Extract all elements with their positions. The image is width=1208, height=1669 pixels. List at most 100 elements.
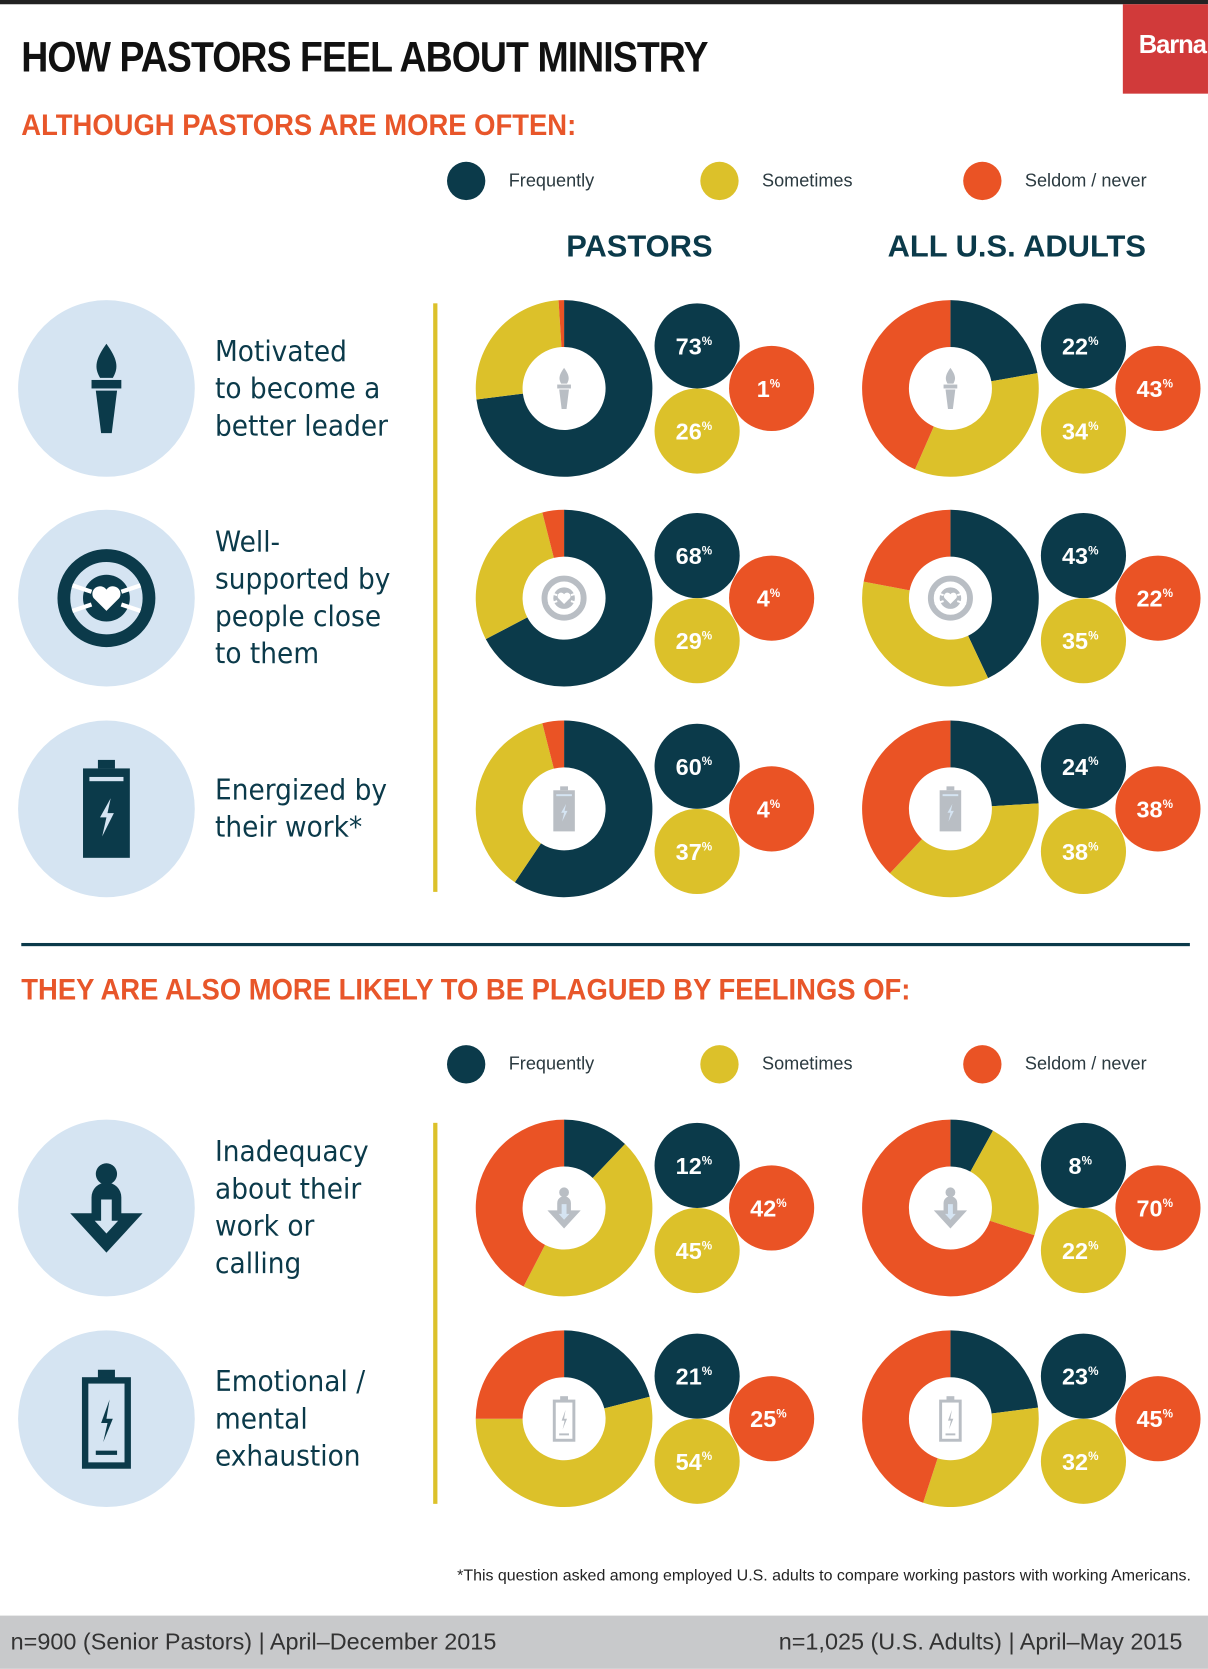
value-bubble-sometimes xyxy=(654,598,740,684)
legend-dot xyxy=(447,161,486,201)
value-bubble-sometimes xyxy=(1040,1207,1127,1294)
section2-separator xyxy=(433,1122,438,1504)
footer-bar: n=900 (Senior Pastors) | April–December … xyxy=(0,1615,1208,1669)
data-label-seldom: 25% xyxy=(750,1406,787,1432)
donut-slice-sometimes xyxy=(475,512,554,640)
donut-slice-sometimes xyxy=(862,581,989,687)
lifebuoy-heart-icon xyxy=(57,549,156,648)
section1-heading: ALTHOUGH PASTORS ARE MORE OFTEN: xyxy=(21,108,577,142)
legend-seldom: Seldom / never xyxy=(963,1045,1147,1084)
footer-pastors-sample: n=900 (Senior Pastors) | April–December … xyxy=(10,1628,497,1655)
battery-full-icon xyxy=(939,786,962,832)
lifebuoy-heart-icon xyxy=(927,575,973,621)
legend-label: Seldom / never xyxy=(1024,170,1147,191)
torch-icon xyxy=(91,343,122,434)
value-bubble-sometimes xyxy=(1040,598,1127,684)
value-bubble-frequently xyxy=(1040,512,1127,599)
donut-slice-sometimes xyxy=(475,300,562,400)
donut-slice-seldom xyxy=(542,720,565,769)
donut-slice-frequently xyxy=(564,1119,626,1178)
value-bubble-frequently xyxy=(1040,723,1127,809)
page-title: HOW PASTORS FEEL ABOUT MINISTRY xyxy=(21,34,708,81)
donut-slice-frequently xyxy=(514,720,653,898)
value-bubble-sometimes xyxy=(654,388,740,474)
data-label-sometimes: 45% xyxy=(676,1238,713,1264)
donut-slice-sometimes xyxy=(475,723,554,883)
adults-donut-chart: 8%22%70% xyxy=(862,1119,1201,1297)
value-bubble-frequently xyxy=(654,303,740,389)
donut-slice-frequently xyxy=(485,509,653,687)
value-bubble-seldom xyxy=(729,345,815,432)
donut-slice-sometimes xyxy=(970,1130,1039,1236)
value-bubble-frequently xyxy=(654,1122,740,1208)
footer-adults-sample: n=1,025 (U.S. Adults) | April–May 2015 xyxy=(778,1628,1183,1655)
value-bubble-seldom xyxy=(729,555,815,641)
value-bubble-frequently xyxy=(654,1333,740,1419)
donut-slice-frequently xyxy=(950,1119,993,1172)
legend-label: Sometimes xyxy=(762,1053,853,1074)
donut-slice-sometimes xyxy=(889,803,1039,898)
legend-dot xyxy=(963,1045,1002,1084)
pastors-donut-chart: 60%37%4% xyxy=(475,720,815,898)
pastors-donut-chart: 73%26%1% xyxy=(475,300,815,477)
donut-slice-seldom xyxy=(863,509,951,591)
donut-slice-frequently xyxy=(950,1330,1039,1414)
legend-dot xyxy=(963,161,1002,201)
donut-slice-sometimes xyxy=(915,373,1039,477)
row-icon-badge xyxy=(18,1119,195,1297)
person-down-arrow-icon xyxy=(933,1187,968,1229)
donut-slice-frequently xyxy=(950,300,1038,382)
value-bubble-seldom xyxy=(1115,766,1201,852)
legend-dot xyxy=(700,161,739,201)
row-icon-badge xyxy=(18,720,195,898)
legend-dot xyxy=(700,1045,739,1084)
section2-heading: THEY ARE ALSO MORE LIKELY TO BE PLAGUED … xyxy=(21,972,911,1006)
donut-slice-seldom xyxy=(558,300,565,348)
legend-frequently: Frequently xyxy=(447,1045,594,1084)
adults-donut-chart: 23%32%45% xyxy=(862,1330,1201,1508)
pastors-donut-chart: 21%54%25% xyxy=(475,1330,815,1508)
value-bubble-seldom xyxy=(1115,555,1201,641)
row-label: Inadequacy about their work or calling xyxy=(214,1135,369,1281)
column-header-adults: ALL U.S. ADULTS xyxy=(887,229,1146,264)
legend-label: Seldom / never xyxy=(1024,1053,1147,1074)
pastors-donut-chart: 12%45%42% xyxy=(475,1119,815,1297)
adults-donut-chart: 43%35%22% xyxy=(862,509,1201,687)
person-down-arrow-icon xyxy=(547,1187,581,1229)
donut-slice-sometimes xyxy=(475,1396,653,1508)
row-label: Emotional / mental exhaustion xyxy=(214,1364,366,1473)
column-header-pastors: PASTORS xyxy=(566,229,713,264)
torch-icon xyxy=(943,367,958,410)
value-bubble-sometimes xyxy=(1040,388,1127,474)
row-icon-badge xyxy=(18,300,195,477)
value-bubble-sometimes xyxy=(654,1207,740,1294)
legend-label: Frequently xyxy=(508,170,595,191)
value-bubble-frequently xyxy=(1040,1333,1127,1419)
value-bubble-sometimes xyxy=(654,808,740,895)
value-bubble-seldom xyxy=(1115,1376,1201,1462)
top-rule xyxy=(0,0,1208,5)
value-bubble-seldom xyxy=(729,1376,815,1462)
legend-sometimes: Sometimes xyxy=(700,161,853,201)
adults-donut-chart: 24%38%38% xyxy=(862,720,1201,898)
value-bubble-seldom xyxy=(729,1165,815,1251)
legend-frequently: Frequently xyxy=(447,161,595,201)
torch-icon xyxy=(557,367,571,410)
value-bubble-sometimes xyxy=(654,1418,740,1504)
donut-slice-seldom xyxy=(862,300,951,470)
donut-slice-frequently xyxy=(950,720,1039,807)
row-icon-badge xyxy=(18,509,195,687)
value-bubble-seldom xyxy=(1115,345,1201,432)
footnote: *This question asked among employed U.S.… xyxy=(457,1566,1191,1585)
donut-slice-seldom xyxy=(475,1119,565,1287)
value-bubble-sometimes xyxy=(1040,808,1127,895)
adults-donut-chart: 22%34%43% xyxy=(862,300,1201,477)
value-bubble-frequently xyxy=(1040,303,1127,389)
value-bubble-seldom xyxy=(729,766,815,852)
row-label: Energized by their work* xyxy=(214,773,387,844)
donut-slice-seldom xyxy=(862,1119,1035,1297)
battery-low-icon xyxy=(939,1396,962,1442)
donut-slice-seldom xyxy=(475,1330,565,1419)
battery-low-icon xyxy=(81,1369,131,1469)
row-label: Well-supported by people close to them xyxy=(214,525,391,671)
